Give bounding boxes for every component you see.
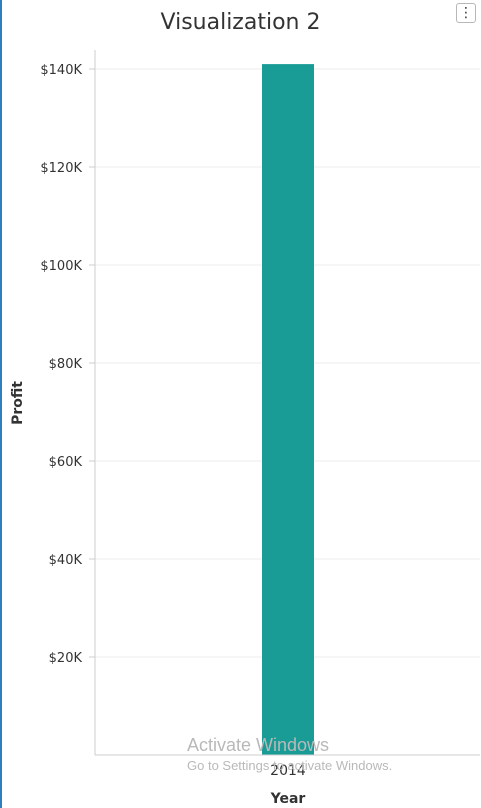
y-axis-ticks: $20K $40K $60K $80K $100K $120K $140K xyxy=(40,63,95,666)
y-tick-label: $20K xyxy=(49,651,83,666)
more-vertical-icon: ⋮ xyxy=(459,5,473,21)
x-axis-label: Year xyxy=(270,791,306,807)
bars xyxy=(262,64,314,756)
y-tick-label: $140K xyxy=(40,63,82,78)
window-left-edge xyxy=(0,0,2,808)
chart-title: Visualization 2 xyxy=(160,10,321,35)
more-options-button[interactable]: ⋮ xyxy=(456,3,476,23)
activate-windows-watermark: Activate Windows Go to Settings to activ… xyxy=(187,735,392,773)
bar-2014[interactable] xyxy=(262,64,314,756)
y-tick-label: $60K xyxy=(49,455,83,470)
y-axis-label: Profit xyxy=(10,381,26,425)
y-tick-label: $80K xyxy=(49,357,83,372)
x-axis-categories: 2014 xyxy=(270,763,306,779)
x-tick-label: 2014 xyxy=(270,763,306,779)
y-tick-label: $40K xyxy=(49,553,83,568)
watermark-line-1: Activate Windows xyxy=(187,735,330,755)
y-tick-label: $120K xyxy=(40,161,82,176)
y-tick-label: $100K xyxy=(40,259,82,274)
watermark-line-2: Go to Settings to activate Windows. xyxy=(187,758,393,773)
